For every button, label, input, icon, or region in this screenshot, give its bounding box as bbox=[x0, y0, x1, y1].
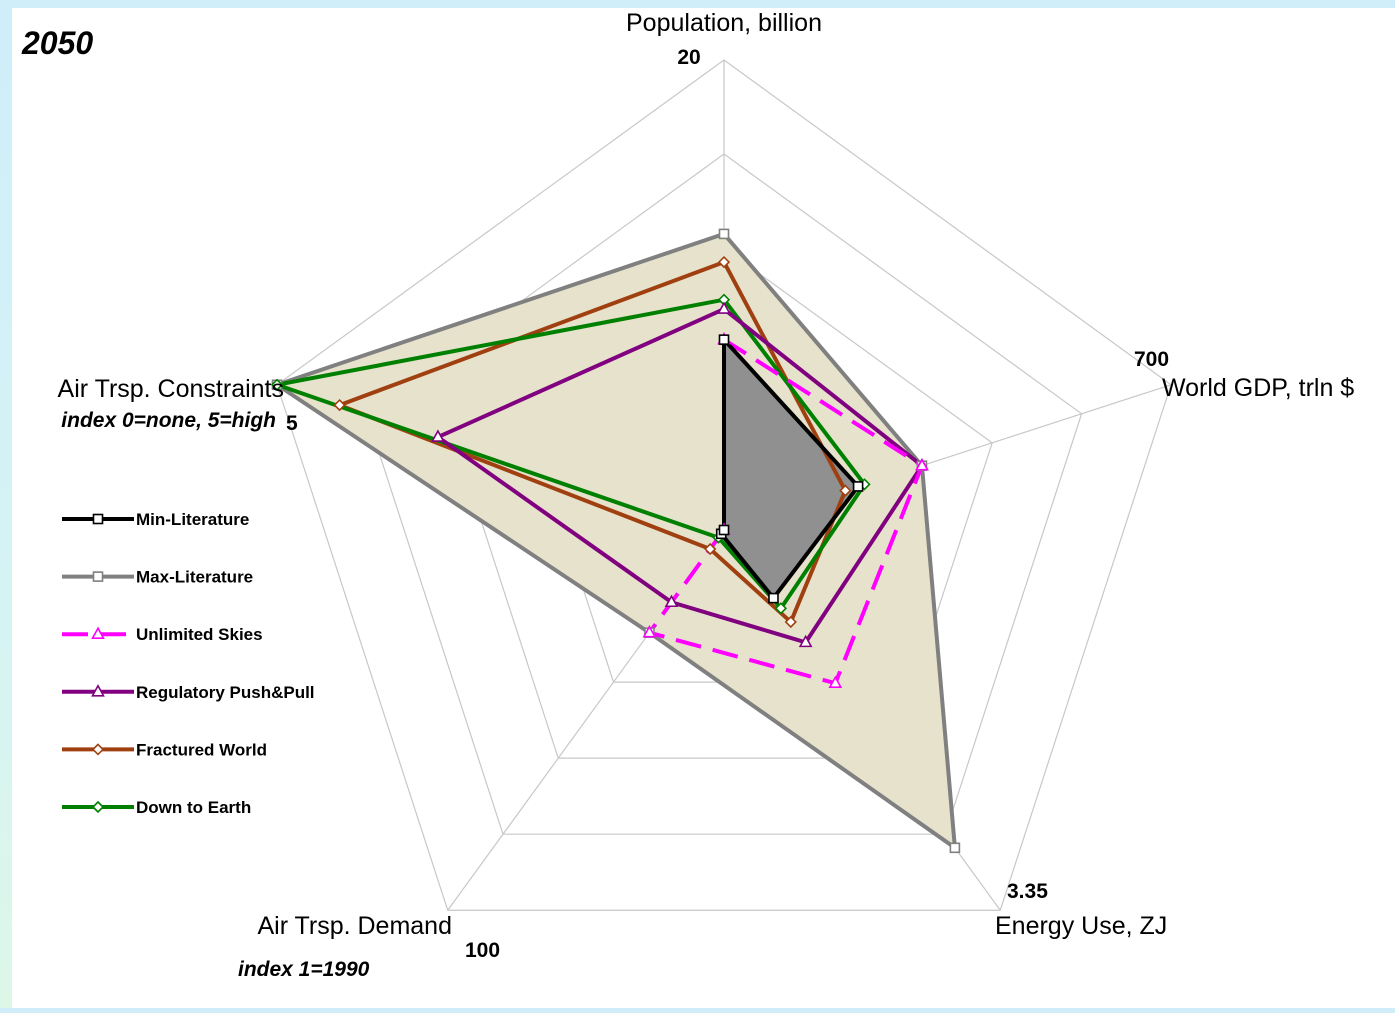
legend-item-regulatory-push-pull: Regulatory Push&Pull bbox=[62, 683, 315, 702]
axis-max-air-demand: 100 bbox=[465, 939, 500, 962]
point-min-literature-2 bbox=[852, 481, 864, 492]
point-min-literature-5 bbox=[718, 524, 730, 536]
axis-title-energy: Energy Use, ZJ bbox=[995, 912, 1167, 940]
point-fractured-world-3 bbox=[784, 615, 797, 629]
series-fill-max-literature bbox=[277, 233, 955, 848]
point-max-literature-1 bbox=[718, 228, 730, 240]
legend-item-down-to-earth: Down to Earth bbox=[62, 798, 251, 817]
point-down-to-earth-5 bbox=[270, 378, 284, 391]
axis-max-air-constraints: 5 bbox=[286, 412, 298, 435]
legend-marker-max-literature bbox=[92, 571, 104, 582]
point-min-literature-3 bbox=[768, 592, 779, 604]
point-regulatory-push-pull-4 bbox=[664, 594, 679, 608]
legend-label-fractured-world: Fractured World bbox=[136, 740, 267, 759]
series-lines bbox=[275, 231, 957, 850]
point-max-literature-3 bbox=[949, 842, 961, 854]
legend-marker-regulatory-push-pull bbox=[91, 684, 105, 697]
series-line-max-literature bbox=[275, 231, 957, 850]
legend-label-down-to-earth: Down to Earth bbox=[136, 798, 251, 817]
radar-chart: 2050 Population, billion 20 World GDP, t… bbox=[21, 9, 1354, 981]
axis-subtitle-air-demand: index 1=1990 bbox=[238, 958, 370, 981]
legend-marker-unlimited-skies bbox=[91, 626, 105, 640]
axis-title-air-constraints: Air Trsp. Constraints bbox=[58, 375, 284, 403]
legend: Min-Literature Max-Literature Unlimited Sk… bbox=[62, 510, 315, 817]
axis-max-gdp: 700 bbox=[1134, 348, 1169, 371]
point-unlimited-skies-2 bbox=[915, 458, 929, 471]
chart-frame: 2050 Population, billion 20 World GDP, t… bbox=[12, 8, 1395, 1008]
series-line-min-literature bbox=[719, 337, 861, 601]
legend-label-regulatory-push-pull: Regulatory Push&Pull bbox=[136, 683, 315, 702]
point-fractured-world-4 bbox=[704, 542, 717, 556]
legend-item-fractured-world: Fractured World bbox=[62, 740, 267, 759]
series-line-down-to-earth bbox=[275, 297, 867, 611]
axis-max-energy: 3.35 bbox=[1007, 880, 1048, 903]
point-unlimited-skies-4 bbox=[642, 625, 657, 638]
point-min-literature-1 bbox=[718, 334, 730, 345]
legend-label-min-literature: Min-Literature bbox=[136, 510, 249, 529]
axis-max-population: 20 bbox=[677, 46, 700, 69]
legend-item-unlimited-skies: Unlimited Skies bbox=[62, 625, 263, 644]
series-fill-min-literature bbox=[721, 339, 859, 599]
point-fractured-world-2 bbox=[839, 484, 852, 497]
legend-item-min-literature: Min-Literature bbox=[62, 510, 249, 529]
point-regulatory-push-pull-3 bbox=[798, 634, 813, 648]
point-regulatory-push-pull-5 bbox=[431, 429, 445, 442]
grid-ring-5 bbox=[276, 59, 1172, 911]
legend-marker-min-literature bbox=[92, 513, 104, 525]
legend-marker-fractured-world bbox=[91, 743, 105, 756]
point-down-to-earth-3 bbox=[774, 602, 788, 615]
axis-title-air-demand: Air Trsp. Demand bbox=[257, 912, 452, 940]
axis-title-population: Population, billion bbox=[626, 9, 822, 37]
legend-label-max-literature: Max-Literature bbox=[136, 568, 253, 587]
series-markers bbox=[270, 228, 961, 854]
axis-subtitle-air-constraints: index 0=none, 5=high bbox=[61, 409, 276, 432]
point-unlimited-skies-3 bbox=[828, 675, 843, 689]
point-regulatory-push-pull-1 bbox=[717, 301, 731, 314]
axis-title-gdp: World GDP, trln $ bbox=[1162, 374, 1354, 402]
series-line-regulatory-push-pull bbox=[435, 307, 924, 645]
point-fractured-world-1 bbox=[717, 255, 731, 269]
legend-marker-down-to-earth bbox=[91, 800, 105, 814]
legend-label-unlimited-skies: Unlimited Skies bbox=[136, 625, 263, 644]
chart-title: 2050 bbox=[21, 25, 93, 61]
series-fills bbox=[277, 233, 955, 848]
legend-item-max-literature: Max-Literature bbox=[62, 568, 253, 587]
point-fractured-world-5 bbox=[333, 398, 346, 412]
